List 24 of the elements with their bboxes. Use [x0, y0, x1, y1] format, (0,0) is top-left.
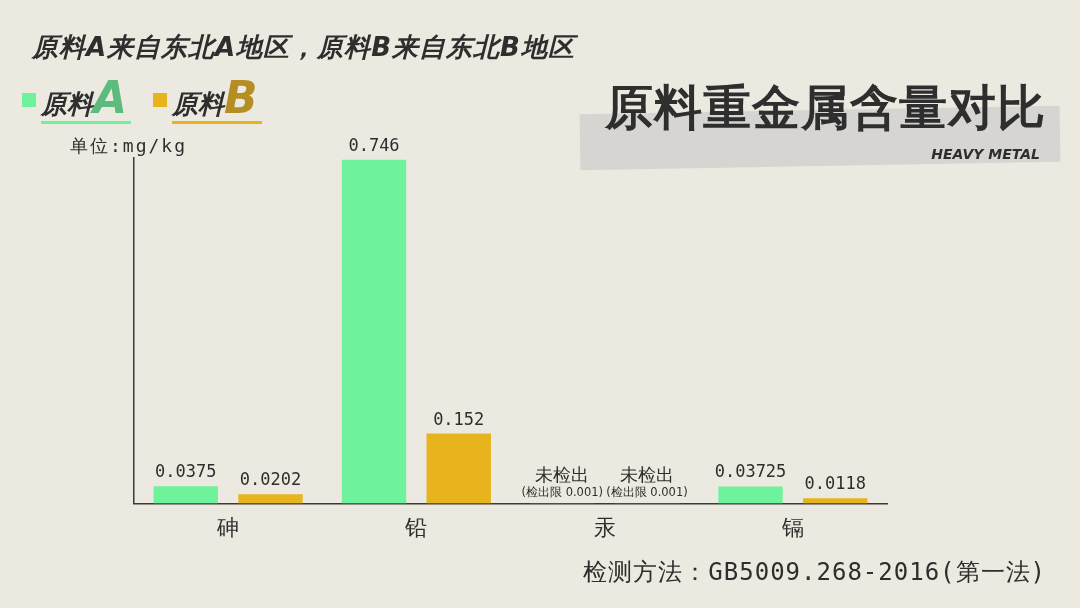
bar	[803, 498, 868, 504]
bar	[341, 159, 407, 504]
data-label: 未检出 (检出限 0.001)	[606, 464, 688, 500]
x-tick-label: 汞	[593, 514, 616, 540]
data-label: 未检出 (检出限 0.001)	[521, 464, 604, 500]
data-label: 0.0375	[155, 461, 217, 483]
data-label: 0.0118	[804, 473, 866, 495]
x-tick-label: 铅	[404, 514, 428, 540]
y-axis-title: 单位:mg/kg	[70, 134, 188, 158]
bar	[153, 486, 218, 504]
text: HEAVY METAL	[931, 146, 1040, 162]
chart-title: 原料重金属含量对比	[605, 78, 1046, 137]
bar	[426, 433, 491, 504]
text: 检测方法：GB5009.268-2016(第一法)	[583, 557, 1046, 588]
data-label: 0.03725	[714, 461, 787, 483]
bar	[238, 494, 303, 504]
data-label: 0.746	[348, 135, 400, 156]
bar	[718, 486, 783, 504]
data-label: 0.152	[433, 409, 485, 430]
legend-label: 原料B	[172, 72, 258, 123]
legend-label: 原料A	[41, 72, 128, 123]
x-tick-label: 镉	[780, 514, 804, 540]
x-tick-label: 砷	[216, 514, 240, 540]
data-label: 0.0202	[239, 469, 302, 491]
